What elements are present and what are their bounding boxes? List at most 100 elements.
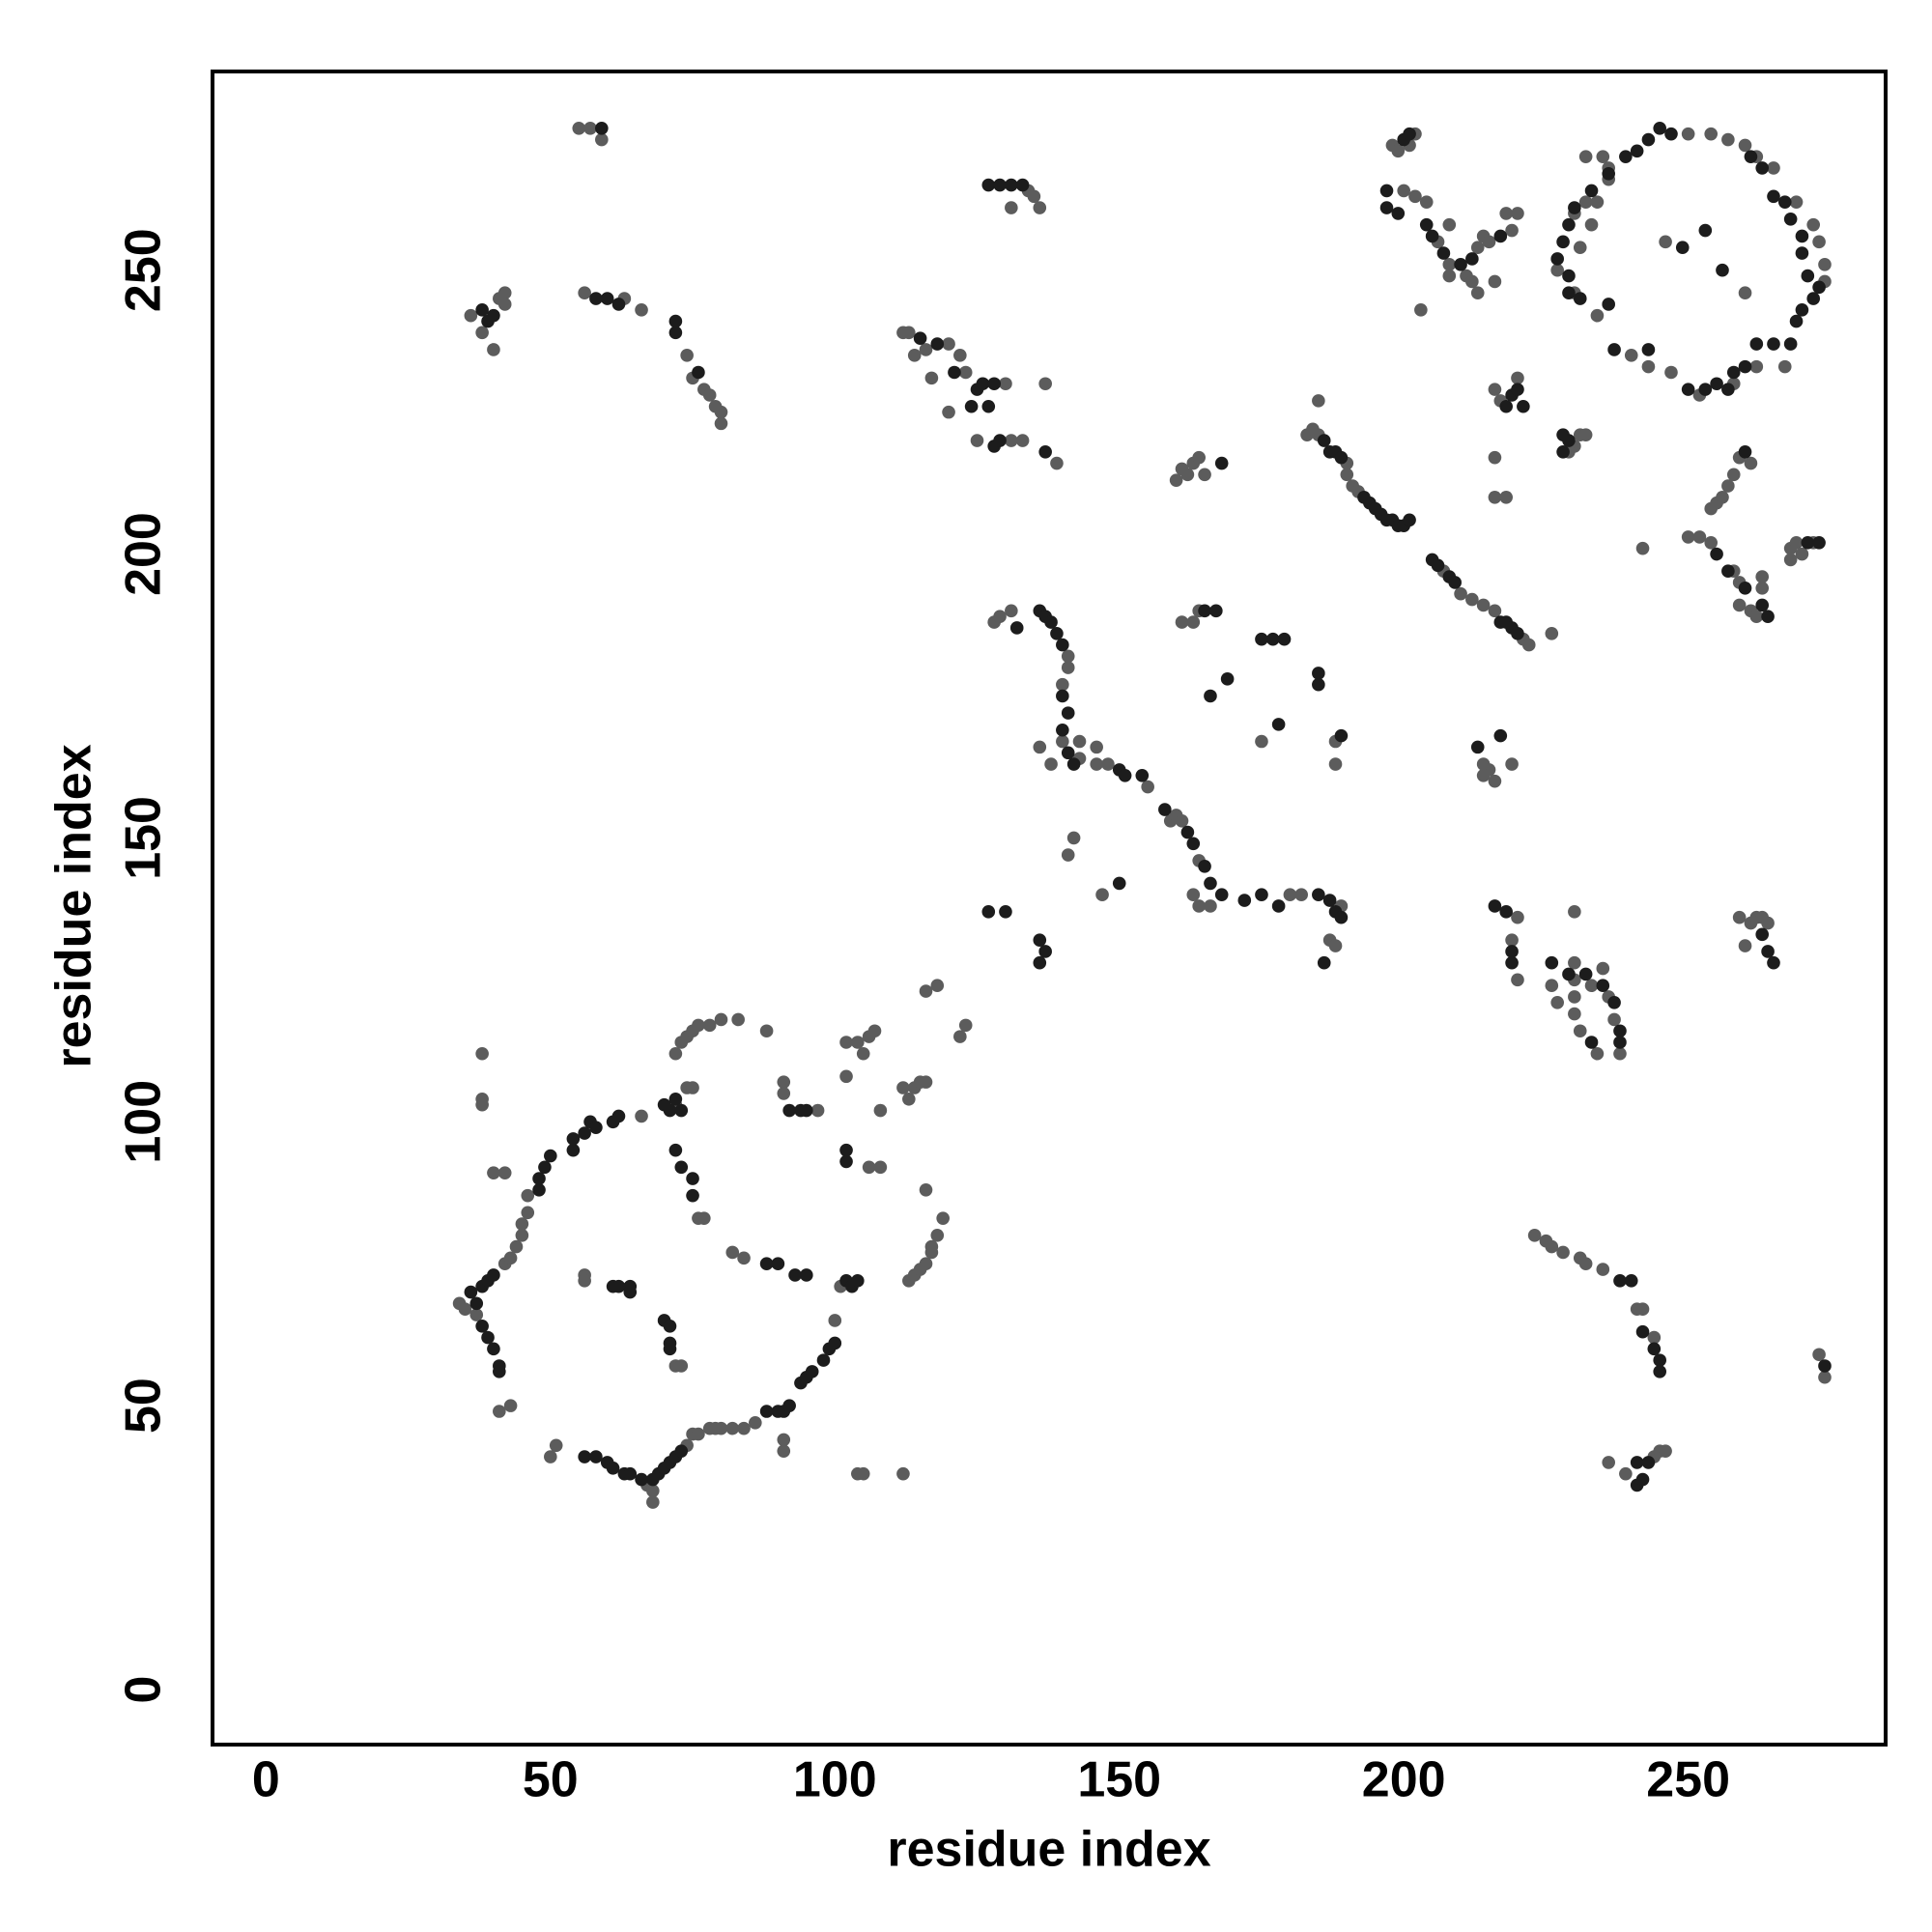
point	[589, 292, 603, 305]
point	[1186, 888, 1201, 901]
point	[1454, 586, 1467, 601]
point	[1056, 689, 1069, 703]
point	[1641, 1456, 1656, 1469]
point	[851, 1036, 865, 1049]
point	[1590, 308, 1605, 323]
point	[1783, 553, 1798, 567]
point	[646, 1495, 660, 1509]
point	[828, 1336, 842, 1350]
point	[1635, 1302, 1650, 1317]
point	[1755, 582, 1770, 595]
point	[1653, 1365, 1667, 1378]
point	[1470, 286, 1485, 300]
point	[1755, 161, 1770, 175]
point	[1488, 604, 1502, 618]
point	[1056, 723, 1069, 737]
point	[862, 1160, 876, 1175]
point	[1664, 365, 1678, 380]
point	[1425, 229, 1439, 243]
point	[646, 1484, 660, 1498]
point	[1312, 677, 1325, 692]
point	[1630, 144, 1644, 158]
point	[1442, 258, 1457, 271]
point	[475, 303, 489, 317]
point	[902, 326, 916, 340]
point	[1379, 201, 1394, 214]
point	[1550, 252, 1564, 266]
point	[1334, 728, 1349, 743]
point	[1602, 1456, 1615, 1469]
point	[1255, 734, 1268, 749]
y-axis-title: residue index	[46, 744, 102, 1067]
point	[611, 298, 626, 311]
point	[1635, 1472, 1650, 1487]
point	[919, 984, 933, 998]
point	[1755, 927, 1770, 942]
point	[1710, 547, 1723, 561]
point	[1328, 757, 1343, 771]
point	[589, 1450, 603, 1463]
point	[1602, 166, 1615, 181]
point	[851, 1274, 865, 1288]
point	[919, 1257, 933, 1271]
point	[1562, 434, 1576, 447]
point	[475, 326, 489, 340]
point	[1033, 740, 1047, 754]
point	[1704, 127, 1719, 141]
point	[702, 388, 717, 402]
point	[1505, 955, 1519, 970]
point	[1005, 604, 1018, 618]
point	[1568, 955, 1581, 970]
point	[1738, 444, 1752, 459]
point	[663, 1103, 677, 1118]
point	[1499, 399, 1513, 413]
point	[1783, 337, 1798, 351]
point	[1499, 207, 1513, 220]
point	[749, 1415, 762, 1430]
point	[1721, 383, 1735, 396]
point	[800, 1103, 813, 1118]
point	[578, 1274, 591, 1288]
point	[737, 1251, 751, 1265]
point	[1681, 127, 1695, 141]
point	[1056, 734, 1069, 749]
point	[1801, 536, 1815, 550]
point	[1038, 377, 1052, 391]
point	[1465, 274, 1479, 289]
point	[692, 1427, 705, 1441]
point	[1527, 1229, 1542, 1242]
point	[1169, 473, 1183, 487]
point	[1442, 269, 1457, 283]
point	[1192, 450, 1206, 465]
point	[948, 365, 961, 380]
point	[930, 337, 945, 351]
point	[1391, 207, 1406, 220]
point	[999, 377, 1012, 391]
point	[1692, 530, 1707, 544]
point	[1767, 161, 1780, 175]
point	[1732, 598, 1747, 612]
point	[458, 1302, 472, 1317]
point	[1175, 615, 1189, 629]
point	[1607, 343, 1621, 356]
point	[1738, 582, 1752, 595]
point	[964, 399, 979, 413]
point	[1584, 979, 1599, 993]
y-tick-label: 250	[116, 228, 172, 312]
point	[896, 1466, 910, 1481]
y-tick-label: 150	[116, 796, 172, 880]
point	[1619, 150, 1633, 163]
point	[515, 1229, 529, 1242]
point	[1141, 780, 1154, 794]
point	[692, 1018, 705, 1033]
point	[1545, 627, 1559, 640]
point	[674, 1359, 689, 1373]
point	[538, 1160, 552, 1175]
point	[1505, 757, 1519, 771]
point	[1795, 246, 1809, 260]
point	[1214, 888, 1229, 901]
point	[663, 1342, 677, 1356]
point	[1653, 1353, 1667, 1367]
point	[725, 1245, 740, 1260]
point	[1562, 286, 1576, 300]
